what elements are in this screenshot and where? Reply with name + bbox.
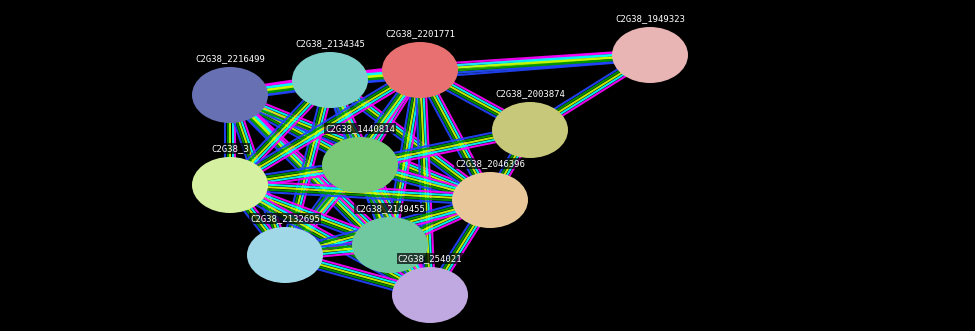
Text: C2G38_2132695: C2G38_2132695 xyxy=(250,214,320,223)
Text: C2G38_1949323: C2G38_1949323 xyxy=(615,14,684,23)
Text: C2G38_2201771: C2G38_2201771 xyxy=(385,29,455,38)
Text: C2G38_1440814: C2G38_1440814 xyxy=(325,124,395,133)
Text: C2G38_2046396: C2G38_2046396 xyxy=(455,159,525,168)
Ellipse shape xyxy=(192,157,268,213)
Ellipse shape xyxy=(352,217,428,273)
Text: C2G38_3: C2G38_3 xyxy=(212,144,249,153)
Ellipse shape xyxy=(382,42,458,98)
Ellipse shape xyxy=(392,267,468,323)
Ellipse shape xyxy=(492,102,568,158)
Text: C2G38_2216499: C2G38_2216499 xyxy=(195,54,265,63)
Ellipse shape xyxy=(247,227,323,283)
Ellipse shape xyxy=(612,27,688,83)
Text: C2G38_254021: C2G38_254021 xyxy=(398,254,462,263)
Text: C2G38_2134345: C2G38_2134345 xyxy=(295,39,365,48)
Ellipse shape xyxy=(192,67,268,123)
Ellipse shape xyxy=(322,137,398,193)
Text: C2G38_2003874: C2G38_2003874 xyxy=(495,89,565,98)
Text: C2G38_2149455: C2G38_2149455 xyxy=(355,204,425,213)
Ellipse shape xyxy=(292,52,368,108)
Ellipse shape xyxy=(452,172,528,228)
